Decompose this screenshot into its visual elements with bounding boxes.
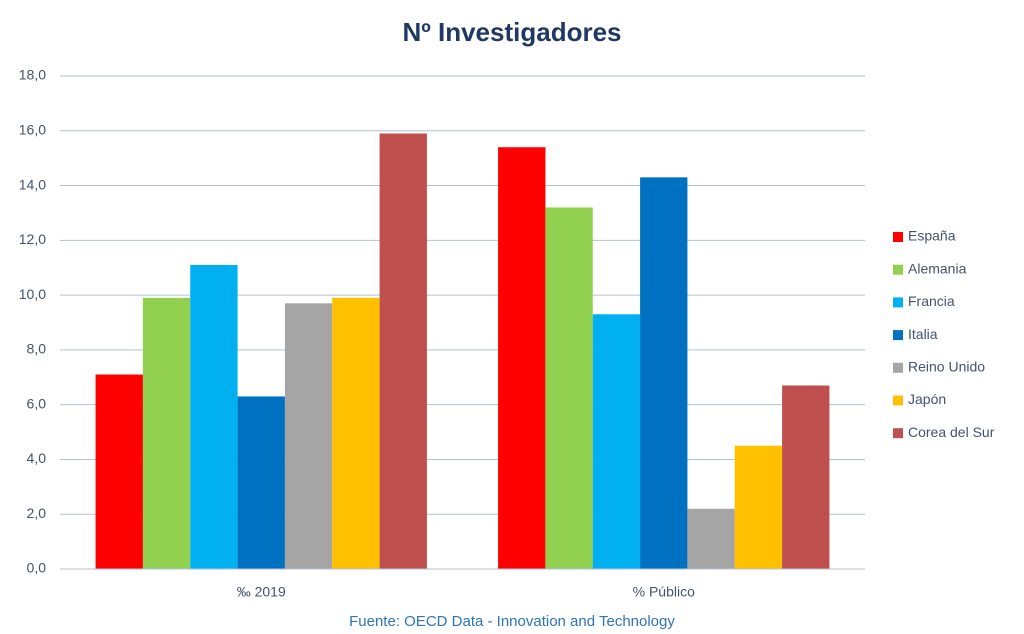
legend-swatch [893, 330, 903, 341]
bar [284, 303, 333, 569]
bar [545, 207, 593, 569]
y-tick-label: 8,0 [27, 341, 47, 357]
y-tick-label: 16,0 [19, 121, 46, 137]
legend-swatch [893, 264, 903, 275]
y-tick-label: 2,0 [27, 505, 47, 521]
bar [332, 297, 380, 569]
y-tick-label: 18,0 [19, 67, 46, 83]
bar [782, 385, 830, 569]
bar [640, 177, 688, 570]
bar [687, 508, 735, 569]
y-tick-label: 0,0 [27, 560, 47, 576]
bar [142, 297, 191, 569]
legend-swatch [893, 297, 903, 308]
source-note: Fuente: OECD Data - Innovation and Techn… [349, 613, 675, 630]
y-tick-label: 4,0 [27, 450, 47, 466]
x-tick-label: ‰ 2019 [237, 584, 286, 600]
legend-swatch [893, 428, 903, 439]
legend-label: Japón [908, 391, 946, 407]
bar [190, 264, 238, 569]
chart-title: Nº Investigadores [402, 17, 621, 47]
x-tick-label: % Público [633, 584, 695, 600]
bar [95, 374, 143, 569]
legend-label: España [908, 228, 956, 244]
bar [379, 133, 427, 569]
legend-label: Reino Unido [908, 359, 985, 375]
bar [237, 396, 285, 569]
y-tick-label: 6,0 [27, 395, 47, 411]
legend-label: Francia [908, 293, 955, 309]
y-tick-label: 12,0 [19, 231, 46, 247]
legend-label: Corea del Sur [908, 424, 995, 440]
legend-label: Alemania [908, 260, 967, 276]
legend-swatch [893, 395, 903, 406]
bar [592, 314, 641, 569]
y-tick-label: 14,0 [19, 176, 46, 192]
legend-swatch [893, 232, 903, 242]
legend-swatch [893, 362, 903, 373]
bar [498, 147, 546, 569]
y-tick-label: 10,0 [19, 286, 46, 302]
legend-label: Italia [908, 326, 938, 342]
bar [734, 445, 783, 569]
